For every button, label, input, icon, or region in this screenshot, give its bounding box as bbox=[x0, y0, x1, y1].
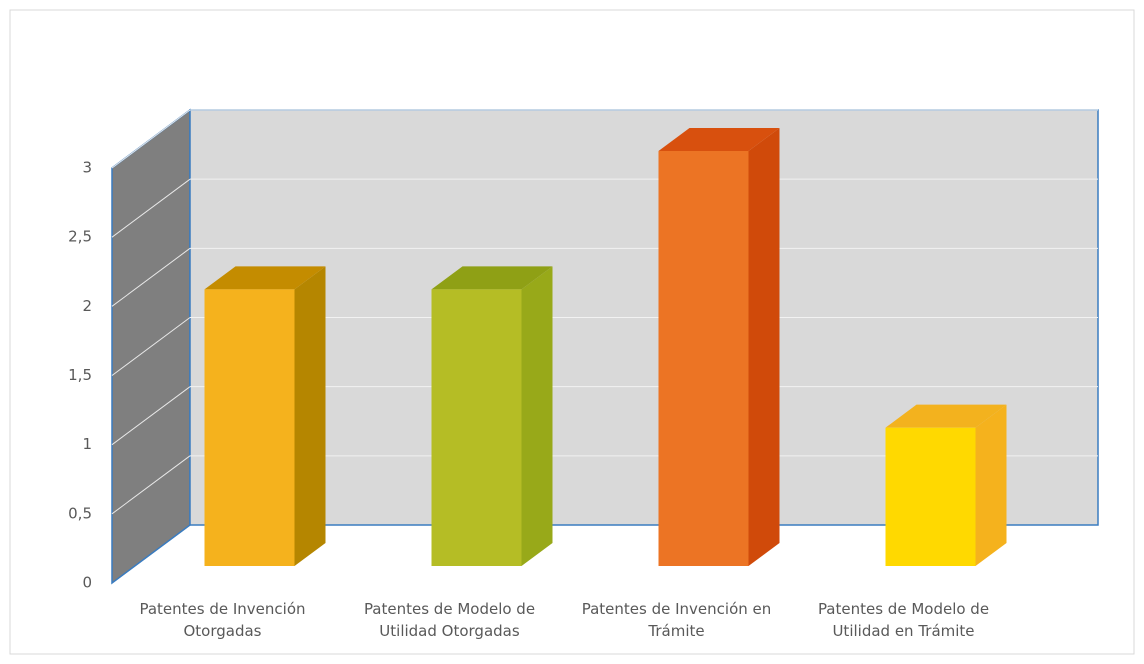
x-tick-label: Patentes de Modelo de Utilidad Otorgadas bbox=[363, 600, 536, 640]
grid-line bbox=[111, 455, 191, 515]
bar bbox=[658, 151, 749, 566]
bar-side bbox=[975, 404, 1007, 566]
y-tick-label: 0,5 bbox=[68, 504, 92, 522]
bar-side bbox=[294, 266, 326, 566]
bar bbox=[885, 427, 976, 566]
grid-line bbox=[111, 317, 191, 376]
bar-side bbox=[748, 128, 780, 566]
x-tick-label: Patentes de Modelo de Utilidad en Trámit… bbox=[817, 600, 990, 640]
y-tick-label: 1,5 bbox=[68, 366, 92, 384]
y-tick-label: 0 bbox=[82, 574, 92, 592]
bar-side bbox=[521, 266, 553, 566]
y-tick-label: 2,5 bbox=[68, 228, 92, 246]
bar-top bbox=[885, 404, 1007, 428]
x-tick-label: Patentes de Invención en Trámite bbox=[581, 600, 772, 640]
bar-top bbox=[658, 128, 780, 151]
y-tick-label: 1 bbox=[82, 435, 92, 453]
bar-top bbox=[431, 266, 553, 290]
y-tick-label: 2 bbox=[82, 297, 92, 315]
bar bbox=[431, 289, 522, 566]
grid-line bbox=[111, 386, 191, 446]
grid-line bbox=[111, 178, 191, 238]
grid-line bbox=[111, 247, 191, 307]
x-tick-label: Patentes de Invención Otorgadas bbox=[139, 600, 306, 640]
y-tick-label: 3 bbox=[82, 159, 92, 177]
bar-top bbox=[204, 266, 326, 290]
grid-line bbox=[111, 109, 191, 169]
bar bbox=[204, 289, 295, 566]
